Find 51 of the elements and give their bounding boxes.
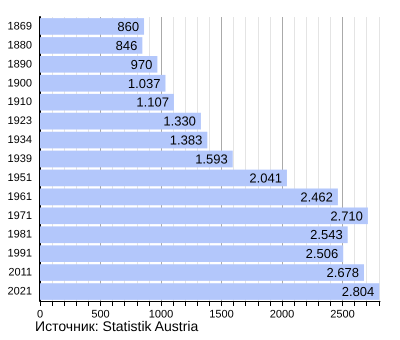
y-tick-label: 1981 xyxy=(8,228,32,241)
y-tick-label: 2021 xyxy=(8,286,32,298)
text: Источник: Statistik Austria xyxy=(35,318,198,334)
y-tick-label: 1991 xyxy=(8,248,32,260)
bar xyxy=(40,56,158,73)
bar xyxy=(40,94,174,111)
bar xyxy=(40,188,338,206)
bar xyxy=(40,112,201,130)
bar xyxy=(40,264,364,281)
x-tick-label: 500 xyxy=(91,308,110,320)
y-tick-label: 1900 xyxy=(8,77,32,90)
bar xyxy=(40,37,142,54)
y-tick-label: 1880 xyxy=(8,39,32,52)
y-tick-label: 1939 xyxy=(8,153,32,165)
x-tick-label: 2000 xyxy=(270,308,294,320)
bar xyxy=(40,74,166,92)
data-label: 860 xyxy=(117,18,140,34)
y-tick-label: 1890 xyxy=(8,58,32,70)
y-tick-label: 1961 xyxy=(8,190,32,203)
data-label: 2.678 xyxy=(326,265,360,280)
bar xyxy=(40,170,287,186)
data-label: 2.462 xyxy=(300,189,333,204)
data-label: 2.804 xyxy=(342,284,374,300)
data-label: 2.710 xyxy=(330,208,363,224)
data-label: 1.107 xyxy=(136,94,169,110)
data-label: 1.037 xyxy=(128,76,160,91)
y-tick-label: 1934 xyxy=(8,134,32,146)
y-tick-label: 1923 xyxy=(8,115,32,128)
y-tick-label: 2011 xyxy=(8,266,32,279)
bar xyxy=(40,18,144,35)
data-label: 2.041 xyxy=(249,170,282,186)
bar xyxy=(40,245,344,262)
y-tick-label: 1910 xyxy=(8,96,32,108)
bar xyxy=(40,150,233,168)
x-tick-label: 1500 xyxy=(209,308,234,320)
x-tick-label: 2500 xyxy=(330,308,355,320)
data-label: 1.593 xyxy=(195,152,228,166)
x-tick-label: 1000 xyxy=(148,308,174,320)
data-label: 846 xyxy=(116,38,138,53)
bar xyxy=(40,207,368,224)
y-tick-label: 1971 xyxy=(8,210,32,222)
data-label: 2.543 xyxy=(310,227,343,242)
y-tick-label: 1951 xyxy=(8,172,32,184)
y-tick-label: 1869 xyxy=(8,20,32,32)
data-label: 970 xyxy=(130,56,152,72)
data-label: 1.330 xyxy=(163,114,196,129)
x-tick-label: 0 xyxy=(36,308,44,320)
data-label: 1.383 xyxy=(170,132,202,148)
data-label: 2.506 xyxy=(306,246,338,262)
bar xyxy=(40,226,348,244)
bar xyxy=(40,132,208,148)
